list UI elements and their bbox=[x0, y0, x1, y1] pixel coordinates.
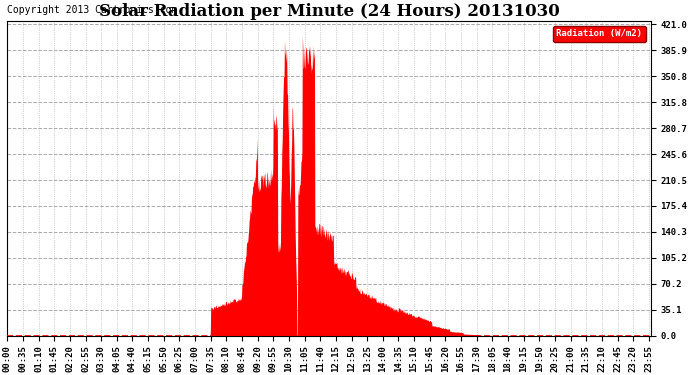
Title: Solar Radiation per Minute (24 Hours) 20131030: Solar Radiation per Minute (24 Hours) 20… bbox=[99, 3, 560, 20]
Text: Copyright 2013 Cartronics.com: Copyright 2013 Cartronics.com bbox=[8, 5, 177, 15]
Legend: Radiation (W/m2): Radiation (W/m2) bbox=[553, 26, 646, 42]
